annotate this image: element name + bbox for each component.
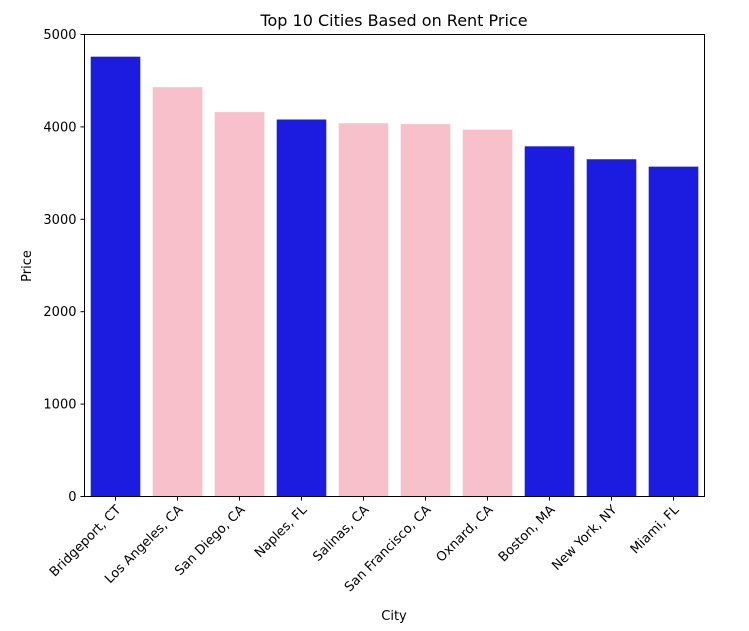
x-axis-label: City [381, 609, 407, 624]
x-tick-label-7: Boston, MA [496, 503, 559, 566]
x-tick-label-4: Salinas, CA [310, 503, 372, 565]
y-axis-label: Price [20, 250, 35, 282]
x-tick-label-6: Oxnard, CA [434, 503, 497, 566]
bar-0 [90, 56, 141, 497]
y-tick-label-0: 0 [68, 490, 76, 505]
y-tick-label-3: 3000 [43, 213, 76, 228]
plot-frame [84, 34, 705, 497]
bars-group [90, 56, 699, 497]
y-tick-label-4: 4000 [43, 120, 76, 135]
y-tick-label-5: 5000 [43, 28, 76, 43]
bar-4 [338, 123, 389, 497]
bar-9 [648, 166, 699, 497]
x-tick-label-3: Naples, FL [252, 502, 311, 561]
chart-title: Top 10 Cities Based on Rent Price [259, 11, 527, 30]
bar-7 [524, 146, 575, 497]
bar-8 [586, 159, 637, 497]
y-tick-label-1: 1000 [43, 398, 76, 413]
bar-1 [152, 87, 203, 497]
y-tick-label-2: 2000 [43, 305, 76, 320]
y-axis: 0 1000 2000 3000 4000 5000 [43, 28, 85, 505]
x-tick-label-9: Miami, FL [628, 502, 683, 557]
bar-5 [400, 124, 451, 497]
x-tick-label-8: New York, NY [549, 503, 620, 574]
bar-2 [214, 112, 265, 497]
bar-6 [462, 129, 513, 497]
bar-3 [276, 119, 327, 497]
